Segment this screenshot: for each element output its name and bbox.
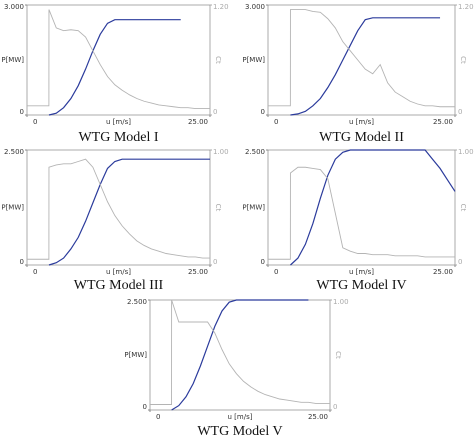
x-tick-label: 0 bbox=[156, 413, 160, 421]
curve-ct bbox=[268, 9, 455, 108]
y2-tick-label: 0 bbox=[458, 108, 462, 116]
y-tick-label: 2.500 bbox=[127, 298, 147, 306]
curve-ct bbox=[268, 166, 455, 260]
curve-p bbox=[48, 158, 210, 266]
x-tick-label: 0 bbox=[33, 118, 37, 126]
plot-area bbox=[267, 149, 456, 266]
y2-axis-label: Ct bbox=[334, 351, 342, 359]
x-tick-label: 25.00 bbox=[308, 413, 328, 421]
y-axis-label: P[MW] bbox=[124, 351, 147, 359]
y2-axis-label: Ct bbox=[459, 56, 467, 64]
chart-title: WTG Model IV bbox=[316, 278, 406, 293]
curve-p bbox=[290, 149, 456, 266]
curve-ct bbox=[150, 299, 330, 405]
x-axis-label: u [m/s] bbox=[106, 118, 131, 126]
y2-axis-label: Ct bbox=[214, 56, 222, 64]
chart-title: WTG Model V bbox=[197, 424, 282, 439]
y-axis-label: P[MW] bbox=[1, 56, 24, 64]
chart-title: WTG Model II bbox=[319, 130, 404, 145]
y2-tick-label: 1.20 bbox=[213, 3, 229, 11]
y2-tick-label: 1.20 bbox=[458, 3, 474, 11]
y-tick-label: 0 bbox=[261, 108, 265, 116]
y-tick-label: 0 bbox=[20, 258, 24, 266]
y2-tick-label: 0 bbox=[213, 258, 217, 266]
y-axis-label: P[MW] bbox=[242, 204, 265, 212]
y2-tick-label: 1.00 bbox=[458, 148, 474, 156]
x-tick-label: 25.00 bbox=[188, 118, 208, 126]
y-axis-label: P[MW] bbox=[1, 204, 24, 212]
x-tick-label: 0 bbox=[274, 268, 278, 276]
chart-title: WTG Model I bbox=[78, 130, 158, 145]
x-tick-label: 0 bbox=[274, 118, 278, 126]
x-axis-label: u [m/s] bbox=[349, 268, 374, 276]
x-tick-label: 25.00 bbox=[433, 118, 453, 126]
x-axis-label: u [m/s] bbox=[106, 268, 131, 276]
plot-area bbox=[26, 149, 211, 266]
curve-p bbox=[290, 17, 441, 116]
y-tick-label: 0 bbox=[261, 258, 265, 266]
y-tick-label: 3.000 bbox=[245, 3, 265, 11]
curve-p bbox=[48, 19, 181, 116]
y2-axis-label: Ct bbox=[459, 204, 467, 212]
y2-tick-label: 1.00 bbox=[333, 298, 349, 306]
y-axis-label: P[MW] bbox=[242, 56, 265, 64]
x-tick-label: 25.00 bbox=[433, 268, 453, 276]
chart-title: WTG Model III bbox=[74, 278, 164, 293]
y-tick-label: 3.000 bbox=[4, 3, 24, 11]
curve-p bbox=[171, 299, 309, 411]
x-tick-label: 0 bbox=[33, 268, 37, 276]
y-tick-label: 2.500 bbox=[245, 148, 265, 156]
y-tick-label: 0 bbox=[20, 108, 24, 116]
plot-area bbox=[149, 299, 331, 411]
y2-tick-label: 1.00 bbox=[213, 148, 229, 156]
curve-ct bbox=[27, 9, 210, 110]
y2-axis-label: Ct bbox=[214, 204, 222, 212]
x-axis-label: u [m/s] bbox=[228, 413, 253, 421]
y2-tick-label: 0 bbox=[458, 258, 462, 266]
x-axis-label: u [m/s] bbox=[349, 118, 374, 126]
x-tick-label: 25.00 bbox=[188, 268, 208, 276]
curve-ct bbox=[27, 158, 210, 260]
y-tick-label: 0 bbox=[143, 403, 147, 411]
plot-area bbox=[267, 4, 456, 116]
y2-tick-label: 0 bbox=[333, 403, 337, 411]
plot-area bbox=[26, 4, 211, 116]
y2-tick-label: 0 bbox=[213, 108, 217, 116]
y-tick-label: 2.500 bbox=[4, 148, 24, 156]
